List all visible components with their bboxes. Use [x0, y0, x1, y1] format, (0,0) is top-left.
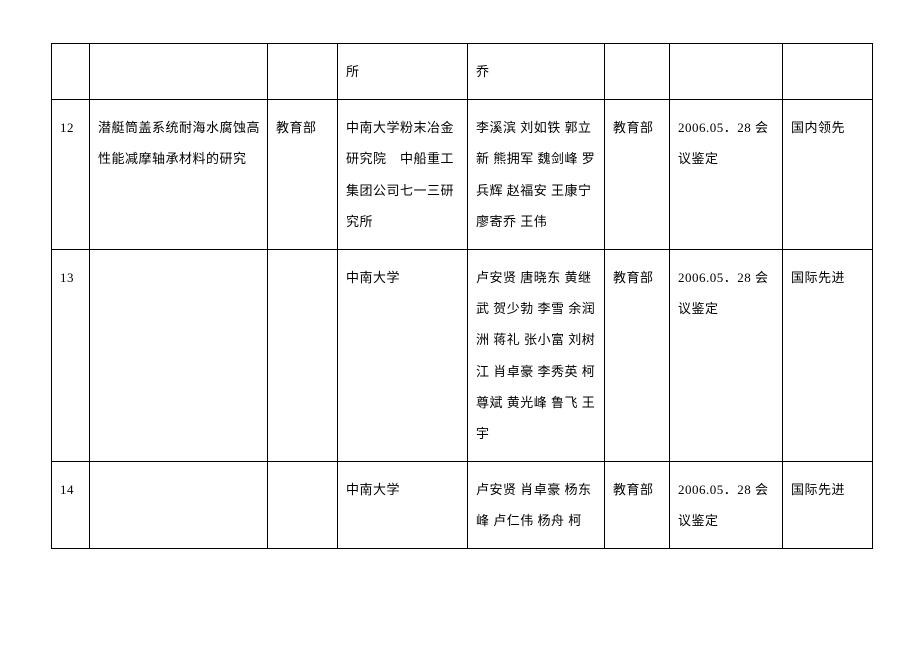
cell-dept: 教育部: [268, 100, 338, 250]
cell-by: 教育部: [605, 100, 670, 250]
cell-index: 13: [52, 249, 90, 461]
cell-dept: [268, 249, 338, 461]
cell-rank: 国际先进: [783, 249, 873, 461]
cell-rank: 国际先进: [783, 462, 873, 549]
table-row: 14 中南大学 卢安贤 肖卓豪 杨东峰 卢仁伟 杨舟 柯 教育部 2006.05…: [52, 462, 873, 549]
cell-people: 李溪滨 刘如铁 郭立新 熊拥军 魏剑峰 罗兵辉 赵福安 王康宁 廖寄乔 王伟: [468, 100, 605, 250]
cell-date: [670, 44, 783, 100]
cell-by: 教育部: [605, 249, 670, 461]
cell-index: 12: [52, 100, 90, 250]
cell-people: 乔: [468, 44, 605, 100]
cell-rank: 国内领先: [783, 100, 873, 250]
cell-index: [52, 44, 90, 100]
cell-org: 中南大学粉末冶金研究院 中船重工集团公司七一三研究所: [338, 100, 468, 250]
cell-dept: [268, 44, 338, 100]
cell-org: 中南大学: [338, 462, 468, 549]
cell-title: [90, 462, 268, 549]
cell-date: 2006.05．28 会议鉴定: [670, 249, 783, 461]
cell-index: 14: [52, 462, 90, 549]
cell-dept: [268, 462, 338, 549]
page: 所 乔 12 潜艇筒盖系统耐海水腐蚀高性能减摩轴承材料的研究 教育部 中南大学粉…: [0, 0, 920, 651]
cell-date: 2006.05．28 会议鉴定: [670, 100, 783, 250]
cell-by: 教育部: [605, 462, 670, 549]
cell-date: 2006.05．28 会议鉴定: [670, 462, 783, 549]
cell-title: 潜艇筒盖系统耐海水腐蚀高性能减摩轴承材料的研究: [90, 100, 268, 250]
table-row: 所 乔: [52, 44, 873, 100]
cell-title: [90, 249, 268, 461]
cell-org: 所: [338, 44, 468, 100]
cell-rank: [783, 44, 873, 100]
cell-people: 卢安贤 唐晓东 黄继武 贺少勃 李雪 余润洲 蒋礼 张小富 刘树江 肖卓豪 李秀…: [468, 249, 605, 461]
cell-org: 中南大学: [338, 249, 468, 461]
cell-title: [90, 44, 268, 100]
cell-by: [605, 44, 670, 100]
table-row: 13 中南大学 卢安贤 唐晓东 黄继武 贺少勃 李雪 余润洲 蒋礼 张小富 刘树…: [52, 249, 873, 461]
table-row: 12 潜艇筒盖系统耐海水腐蚀高性能减摩轴承材料的研究 教育部 中南大学粉末冶金研…: [52, 100, 873, 250]
cell-people: 卢安贤 肖卓豪 杨东峰 卢仁伟 杨舟 柯: [468, 462, 605, 549]
data-table: 所 乔 12 潜艇筒盖系统耐海水腐蚀高性能减摩轴承材料的研究 教育部 中南大学粉…: [51, 43, 873, 549]
